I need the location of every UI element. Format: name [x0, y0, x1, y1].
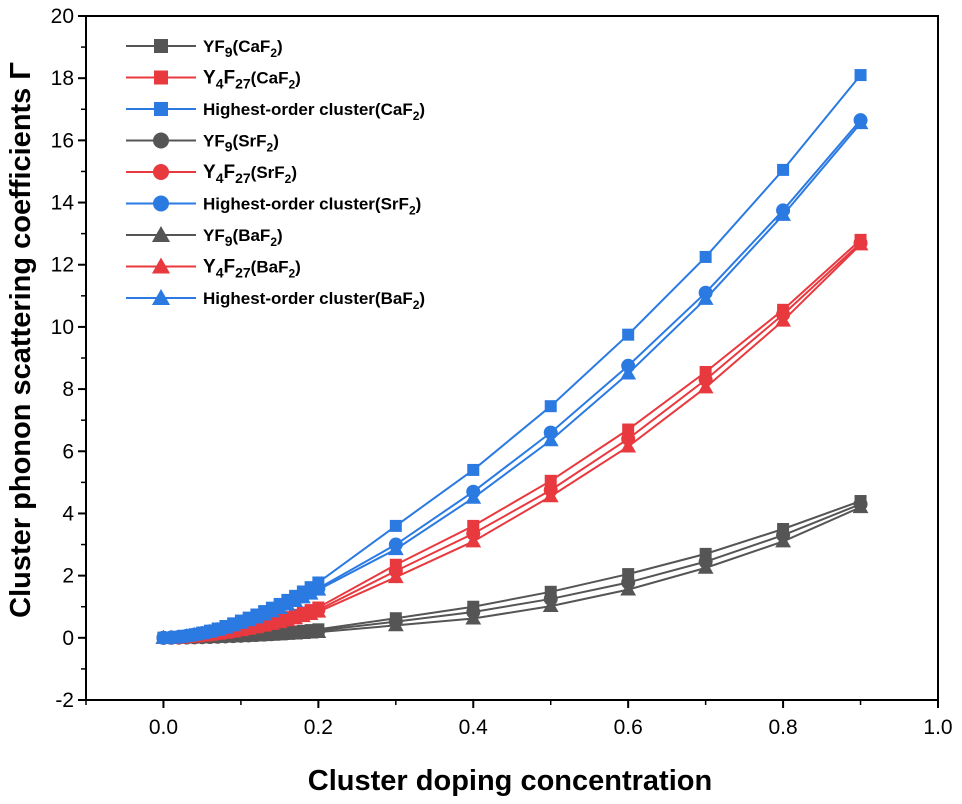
data-point: [697, 379, 714, 394]
legend-marker: [151, 257, 171, 274]
y-tick-label: 20: [51, 5, 74, 28]
data-point: [622, 328, 635, 341]
data-point: [465, 533, 482, 548]
legend-entry: Highest-order cluster(CaF2): [126, 100, 425, 123]
legend-marker: [154, 70, 168, 85]
x-tick-label: 1.0: [923, 716, 952, 739]
legend-label: Y4F27(CaF2): [203, 68, 301, 92]
data-point: [467, 463, 480, 476]
legend-entry: Highest-order cluster(BaF2): [126, 288, 425, 312]
legend-marker: [153, 132, 169, 149]
data-point: [387, 541, 404, 556]
data-point: [294, 589, 311, 604]
y-tick-label: 4: [62, 502, 74, 525]
series-line: [163, 74, 862, 639]
y-tick-label: 10: [51, 316, 74, 339]
data-point: [775, 207, 791, 221]
legend-label: Highest-order cluster(CaF2): [203, 100, 425, 123]
data-point: [542, 488, 559, 503]
legend-entry: Y4F27(BaF2): [126, 257, 301, 281]
legend-marker: [153, 195, 169, 212]
legend-entry: YF9(SrF2): [126, 132, 279, 155]
data-point: [697, 291, 714, 305]
data-point: [852, 115, 869, 130]
legend-marker: [151, 288, 171, 306]
legend-marker: [153, 164, 169, 180]
legend-label: YF9(CaF2): [203, 37, 283, 60]
x-tick-label: 0.4: [459, 716, 489, 739]
y-axis-title: Cluster phonon scattering coefficients Γ: [5, 62, 37, 618]
data-point: [310, 624, 327, 638]
series-highest-order-cluster-srf2-: [156, 113, 868, 645]
data-point: [854, 69, 867, 82]
y-tick-label: 14: [51, 192, 75, 215]
data-point: [542, 598, 559, 613]
data-point: [852, 236, 869, 251]
data-point: [777, 163, 790, 176]
data-point: [389, 519, 402, 532]
legend-entry: YF9(BaF2): [126, 225, 283, 249]
data-point: [697, 559, 714, 574]
legend-marker: [154, 39, 168, 53]
series-highest-order-cluster-baf2-: [155, 115, 869, 644]
legend-label: YF9(BaF2): [203, 226, 283, 249]
data-point: [310, 603, 327, 618]
data-point: [622, 423, 635, 436]
y-tick-label: 18: [51, 67, 74, 90]
data-point: [544, 400, 557, 413]
legend-label: Highest-order cluster(SrF2): [203, 195, 421, 218]
legend-entry: Highest-order cluster(SrF2): [126, 195, 421, 218]
y-tick-label: -2: [55, 689, 74, 712]
axis-tick-labels: 0.0 0.2 0.4 0.6 0.8 1.0 -2 0 2 4 6 8 10 12 14 16 18 20: [51, 5, 953, 739]
x-axis-title: Cluster doping concentration: [308, 765, 712, 797]
data-point: [542, 432, 559, 447]
data-point: [544, 474, 557, 487]
legend-marker: [151, 225, 171, 243]
data-point: [387, 617, 404, 632]
data-point: [620, 365, 637, 380]
data-point: [310, 581, 327, 596]
legend-label: YF9(SrF2): [203, 132, 279, 155]
series-highest-order-cluster-caf2-: [157, 69, 867, 644]
legend-entry: YF9(CaF2): [126, 37, 283, 60]
legend-label: Y4F27(BaF2): [203, 257, 301, 281]
y-tick-label: 6: [62, 440, 74, 463]
legend: YF9(CaF2) Y4F27(CaF2) Highest-order cluste…: [126, 37, 425, 312]
data-point: [699, 250, 712, 263]
x-tick-label: 0.0: [149, 716, 178, 739]
y-tick-label: 8: [62, 378, 74, 401]
data-point: [620, 581, 637, 596]
y-tick-label: 0: [62, 627, 74, 650]
y-tick-label: 12: [51, 254, 74, 277]
legend-entry: Y4F27(CaF2): [126, 68, 301, 92]
data-point: [852, 499, 869, 514]
data-point: [465, 490, 482, 504]
data-point: [287, 593, 304, 608]
data-point: [465, 610, 482, 625]
axis-ticks: [78, 15, 939, 708]
data-point: [775, 533, 791, 548]
data-point: [775, 312, 791, 327]
legend-label: Highest-order cluster(BaF2): [203, 289, 425, 312]
x-tick-label: 0.2: [304, 716, 333, 739]
data-point: [302, 585, 319, 600]
x-tick-label: 0.8: [768, 716, 797, 739]
legend-label: Y4F27(SrF2): [203, 162, 297, 186]
y-tick-label: 2: [62, 565, 74, 588]
y-tick-label: 16: [51, 129, 74, 152]
x-tick-label: 0.6: [614, 716, 643, 739]
legend-marker: [154, 102, 168, 116]
legend-entry: Y4F27(SrF2): [126, 162, 297, 186]
series-layer: [155, 69, 869, 645]
data-point: [620, 438, 637, 453]
data-point: [279, 596, 296, 611]
data-point: [387, 569, 404, 584]
